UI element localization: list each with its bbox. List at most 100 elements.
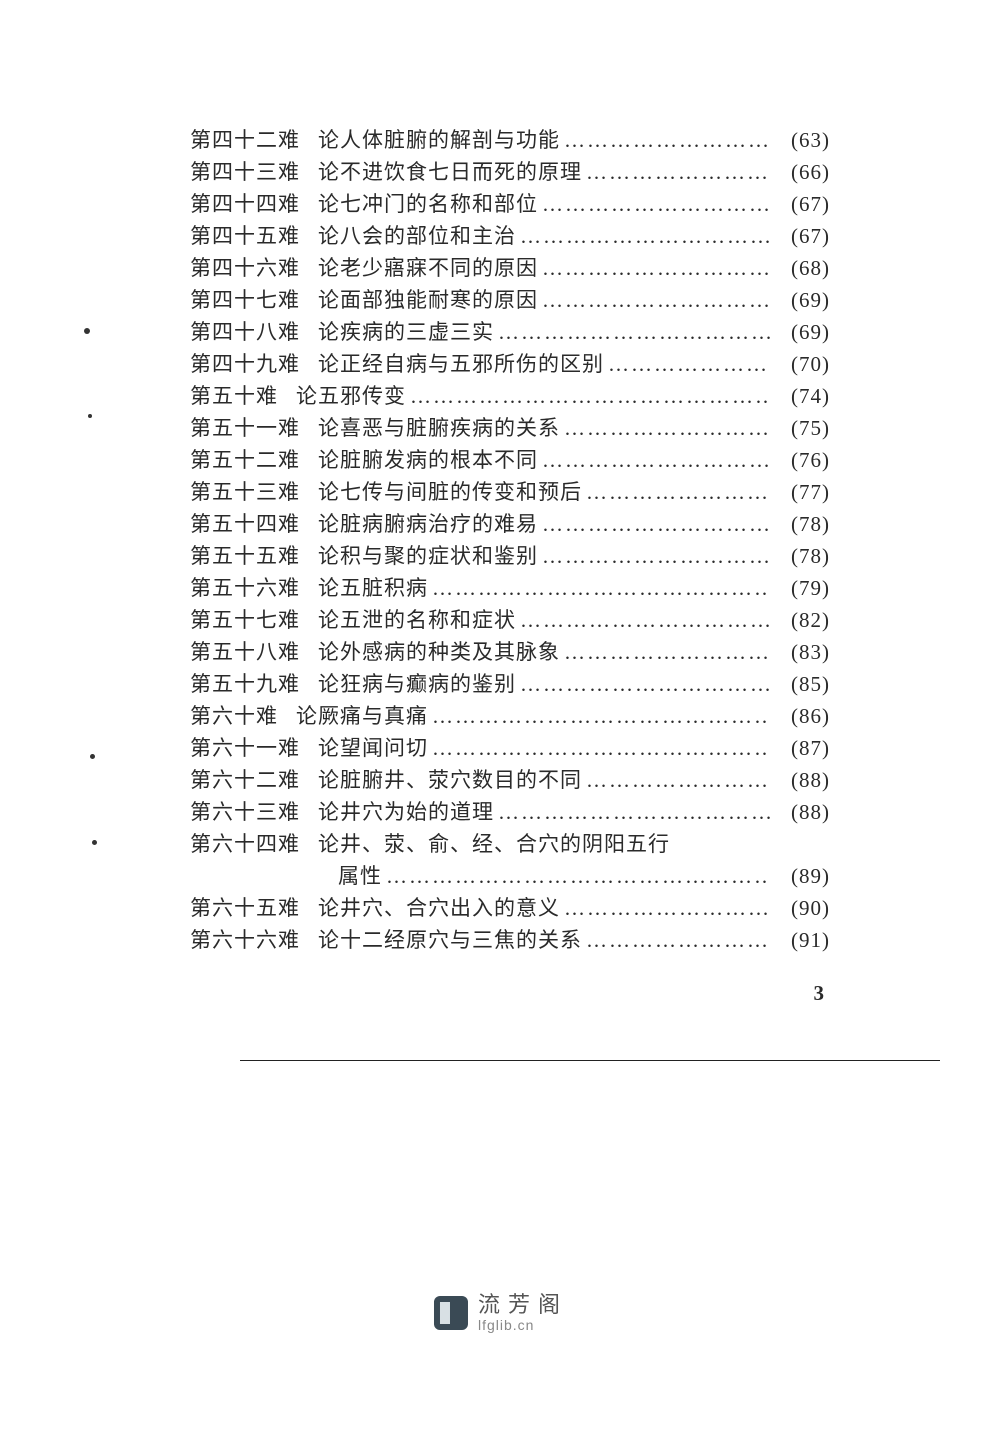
toc-page: (89) (770, 866, 830, 887)
toc-title: 论不进饮食七日而死的原理 (318, 162, 582, 183)
toc-chapter: 第五十难 (190, 386, 278, 407)
toc-title: 论五泄的名称和症状 (318, 610, 516, 631)
toc-leader-dots: ………………………………………………………………………………………………………… (538, 450, 770, 471)
toc-row: 第五十四难论脏病腑病治疗的难易…………………………………………………………………… (190, 514, 830, 535)
toc-row: 第五十五难论积与聚的症状和鉴别…………………………………………………………………… (190, 546, 830, 567)
toc-page: 第四十二难论人体脏腑的解剖与功能………………………………………………………………… (190, 130, 830, 962)
toc-chapter: 第六十二难 (190, 770, 300, 791)
page-number: 3 (814, 983, 825, 1004)
toc-row: 第五十八难论外感病的种类及其脉象………………………………………………………………… (190, 642, 830, 663)
toc-title: 论外感病的种类及其脉象 (318, 642, 560, 663)
toc-title: 论五脏积病 (318, 578, 428, 599)
toc-page: (69) (770, 322, 830, 343)
toc-row-continuation: 属性……………………………………………………………………………………………………… (190, 866, 830, 887)
toc-row: 第五十一难论喜恶与脏腑疾病的关系………………………………………………………………… (190, 418, 830, 439)
toc-row: 第五十九难论狂病与癫病的鉴别……………………………………………………………………… (190, 674, 830, 695)
toc-title: 论脏病腑病治疗的难易 (318, 514, 538, 535)
toc-row: 第五十三难论七传与间脏的传变和预后……………………………………………………………… (190, 482, 830, 503)
toc-page: (88) (770, 770, 830, 791)
toc-chapter: 第六十难 (190, 706, 278, 727)
toc-page: (67) (770, 194, 830, 215)
toc-title: 论井穴、合穴出入的意义 (318, 898, 560, 919)
toc-page: (78) (770, 514, 830, 535)
toc-leader-dots: ………………………………………………………………………………………………………… (516, 226, 770, 247)
toc-page: (87) (770, 738, 830, 759)
toc-title: 论脏腑发病的根本不同 (318, 450, 538, 471)
toc-title: 论积与聚的症状和鉴别 (318, 546, 538, 567)
toc-page: (74) (770, 386, 830, 407)
watermark-en: lfglib.cn (478, 1318, 568, 1333)
toc-row: 第四十二难论人体脏腑的解剖与功能………………………………………………………………… (190, 130, 830, 151)
toc-title: 论喜恶与脏腑疾病的关系 (318, 418, 560, 439)
book-icon (434, 1296, 468, 1330)
toc-title: 论人体脏腑的解剖与功能 (318, 130, 560, 151)
toc-leader-dots: ………………………………………………………………………………………………………… (516, 610, 770, 631)
toc-row: 第四十四难论七冲门的名称和部位…………………………………………………………………… (190, 194, 830, 215)
toc-row: 第六十五难论井穴、合穴出入的意义………………………………………………………………… (190, 898, 830, 919)
footer-rule (240, 1060, 940, 1061)
toc-row: 第五十难论五邪传变…………………………………………………………………………………… (190, 386, 830, 407)
toc-row: 第四十九难论正经自病与五邪所伤的区别…………………………………………………………… (190, 354, 830, 375)
watermark-cn: 流芳阁 (478, 1293, 568, 1317)
toc-row: 第六十三难论井穴为始的道理………………………………………………………………………… (190, 802, 830, 823)
toc-leader-dots: ………………………………………………………………………………………………………… (494, 322, 770, 343)
watermark: 流芳阁 lfglib.cn (434, 1293, 568, 1333)
toc-chapter: 第五十八难 (190, 642, 300, 663)
toc-title: 论老少寤寐不同的原因 (318, 258, 538, 279)
toc-chapter: 第六十六难 (190, 930, 300, 951)
toc-title: 论五邪传变 (296, 386, 406, 407)
toc-chapter: 第五十一难 (190, 418, 300, 439)
toc-page: (77) (770, 482, 830, 503)
toc-row: 第六十四难论井、荥、俞、经、合穴的阴阳五行 (190, 834, 830, 855)
toc-title: 论面部独能耐寒的原因 (318, 290, 538, 311)
toc-row: 第四十五难论八会的部位和主治……………………………………………………………………… (190, 226, 830, 247)
toc-leader-dots: ………………………………………………………………………………………………………… (428, 706, 770, 727)
toc-page: (68) (770, 258, 830, 279)
toc-page: (66) (770, 162, 830, 183)
toc-chapter: 第五十二难 (190, 450, 300, 471)
scan-speck (90, 754, 95, 759)
toc-title: 论厥痛与真痛 (296, 706, 428, 727)
toc-chapter: 第四十四难 (190, 194, 300, 215)
toc-chapter: 第六十三难 (190, 802, 300, 823)
toc-page: (78) (770, 546, 830, 567)
toc-leader-dots: ………………………………………………………………………………………………………… (582, 482, 770, 503)
toc-chapter: 第六十四难 (190, 834, 300, 855)
toc-page: (90) (770, 898, 830, 919)
toc-leader-dots: ………………………………………………………………………………………………………… (428, 578, 770, 599)
toc-chapter: 第四十五难 (190, 226, 300, 247)
toc-page: (69) (770, 290, 830, 311)
toc-title: 论疾病的三虚三实 (318, 322, 494, 343)
toc-title-cont: 属性 (338, 866, 382, 887)
toc-title: 论井穴为始的道理 (318, 802, 494, 823)
toc-row: 第五十六难论五脏积病………………………………………………………………………………… (190, 578, 830, 599)
toc-title: 论脏腑井、荥穴数目的不同 (318, 770, 582, 791)
toc-leader-dots: ………………………………………………………………………………………………………… (560, 418, 770, 439)
toc-leader-dots: ………………………………………………………………………………………………………… (406, 386, 770, 407)
toc-leader-dots: ………………………………………………………………………………………………………… (538, 514, 770, 535)
toc-chapter: 第四十七难 (190, 290, 300, 311)
toc-title: 论八会的部位和主治 (318, 226, 516, 247)
scan-speck (92, 840, 97, 845)
toc-title: 论望闻问切 (318, 738, 428, 759)
toc-chapter: 第五十四难 (190, 514, 300, 535)
toc-row: 第五十七难论五泄的名称和症状……………………………………………………………………… (190, 610, 830, 631)
toc-row: 第四十七难论面部独能耐寒的原因…………………………………………………………………… (190, 290, 830, 311)
toc-leader-dots: ………………………………………………………………………………………………………… (494, 802, 770, 823)
toc-leader-dots: ………………………………………………………………………………………………………… (582, 770, 770, 791)
toc-page: (75) (770, 418, 830, 439)
toc-chapter: 第四十六难 (190, 258, 300, 279)
toc-page: (76) (770, 450, 830, 471)
toc-leader-dots: ………………………………………………………………………………………………………… (560, 130, 770, 151)
toc-leader-dots: ………………………………………………………………………………………………………… (538, 546, 770, 567)
toc-list: 第四十二难论人体脏腑的解剖与功能………………………………………………………………… (190, 130, 830, 951)
toc-row: 第六十难论厥痛与真痛………………………………………………………………………………… (190, 706, 830, 727)
toc-chapter: 第五十六难 (190, 578, 300, 599)
watermark-text: 流芳阁 lfglib.cn (478, 1293, 568, 1333)
toc-page: (63) (770, 130, 830, 151)
toc-title: 论狂病与癫病的鉴别 (318, 674, 516, 695)
toc-leader-dots: ………………………………………………………………………………………………………… (516, 674, 770, 695)
toc-leader-dots: ………………………………………………………………………………………………………… (582, 162, 770, 183)
toc-page: (91) (770, 930, 830, 951)
toc-leader-dots: ………………………………………………………………………………………………………… (604, 354, 770, 375)
